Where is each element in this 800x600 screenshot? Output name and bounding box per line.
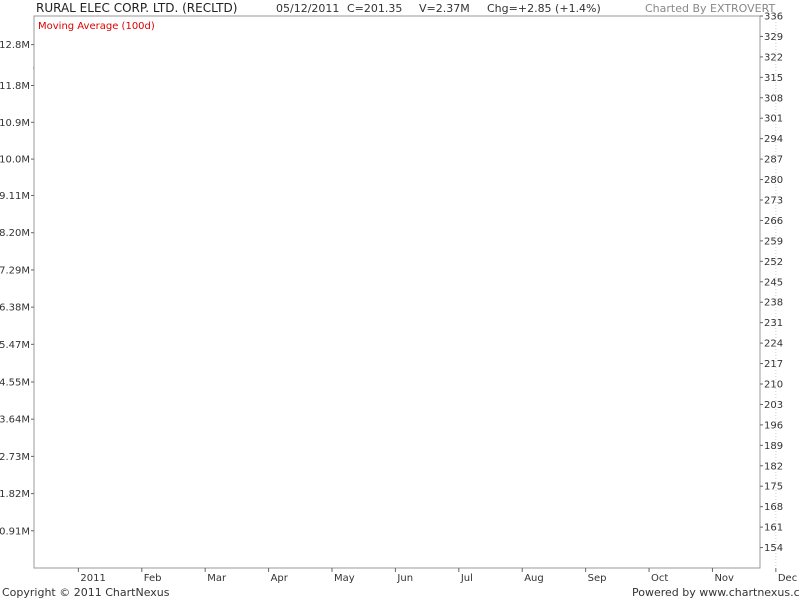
powered-by: Powered by www.chartnexus.com — [632, 586, 800, 599]
month-tick-label: Aug — [524, 573, 544, 584]
price-tick-label: 154 — [764, 543, 783, 554]
price-tick-label: 280 — [764, 175, 783, 186]
volume-tick-label: 8.20M — [0, 228, 30, 239]
volume-tick-label: 12.8M — [0, 40, 30, 51]
volume-tick-label: 4.55M — [0, 377, 30, 388]
volume-tick-label: 2.73M — [0, 452, 30, 463]
volume-readout: V=2.37M — [419, 2, 470, 15]
price-tick-label: 266 — [764, 216, 783, 227]
price-tick-label: 336 — [764, 12, 783, 23]
price-tick-label: 294 — [764, 134, 783, 145]
copyright: Copyright © 2011 ChartNexus — [2, 586, 170, 599]
price-tick-label: 189 — [764, 441, 783, 452]
volume-tick-label: 1.82M — [0, 489, 30, 500]
price-tick-label: 329 — [764, 32, 783, 43]
price-tick-label: 315 — [764, 73, 783, 84]
axes: 336 329 322 315 308 301 294 287 280 273 266 259 252 2… — [0, 12, 797, 585]
price-tick-label: 203 — [764, 400, 783, 411]
month-tick-label: Jul — [460, 573, 473, 584]
price-tick-label: 161 — [764, 523, 783, 534]
volume-tick-label: 0.91M — [0, 526, 30, 537]
chart-header: RURAL ELEC CORP. LTD. (RECLTD) 05/12/201… — [0, 0, 800, 16]
price-tick-label: 301 — [764, 114, 783, 125]
month-tick-label: Jun — [396, 573, 413, 584]
volume-tick-label: 10.9M — [0, 118, 30, 129]
moving-average-label: Moving Average (100d) — [38, 21, 155, 32]
price-tick-label: 182 — [764, 461, 783, 472]
chart-title: RURAL ELEC CORP. LTD. (RECLTD) — [36, 1, 238, 15]
volume-tick-label: 7.29M — [0, 265, 30, 276]
price-tick-label: 308 — [764, 93, 783, 104]
price-tick-label: 252 — [764, 257, 783, 268]
price-tick-label: 238 — [764, 298, 783, 309]
month-tick-label: Oct — [651, 573, 668, 584]
month-tick-label: Nov — [714, 573, 734, 584]
month-tick-label: May — [334, 573, 355, 584]
price-tick-label: 196 — [764, 420, 783, 431]
close-price: C=201.35 — [347, 2, 403, 15]
volume-tick-label: 11.8M — [0, 81, 30, 92]
price-tick-label: 322 — [764, 52, 783, 63]
quote-date: 05/12/2011 — [276, 2, 340, 15]
price-tick-label: 175 — [764, 482, 783, 493]
price-tick-label: 259 — [764, 236, 783, 247]
change-readout: Chg=+2.85 (+1.4%) — [487, 2, 601, 15]
price-tick-label: 231 — [764, 318, 783, 329]
month-tick-label: Dec — [778, 573, 797, 584]
price-tick-label: 287 — [764, 155, 783, 166]
volume-tick-label: 5.47M — [0, 340, 30, 351]
month-tick-label: Feb — [144, 573, 162, 584]
month-tick-label: 2011 — [80, 573, 105, 584]
volume-tick-label: 6.38M — [0, 303, 30, 314]
month-tick-label: Mar — [207, 573, 227, 584]
volume-tick-label: 10.0M — [0, 155, 30, 166]
volume-tick-label: 3.64M — [0, 415, 30, 426]
price-tick-label: 224 — [764, 339, 783, 350]
month-tick-label: Apr — [271, 573, 289, 584]
price-tick-label: 217 — [764, 359, 783, 370]
price-tick-label: 273 — [764, 196, 783, 207]
price-tick-label: 168 — [764, 502, 783, 513]
price-tick-label: 245 — [764, 277, 783, 288]
volume-tick-label: 9.11M — [0, 191, 30, 202]
plot-frame — [33, 15, 761, 569]
price-tick-label: 210 — [764, 380, 783, 391]
charted-by: Charted By EXTROVERT — [645, 2, 776, 15]
month-tick-label: Sep — [588, 573, 607, 584]
